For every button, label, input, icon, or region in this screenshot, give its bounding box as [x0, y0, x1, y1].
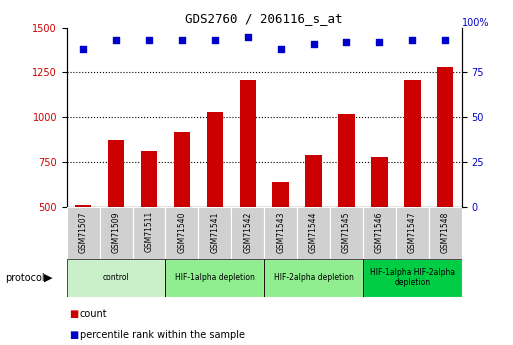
Point	[441, 37, 449, 43]
Point	[79, 46, 87, 52]
Bar	[305, 155, 322, 297]
Text: HIF-2alpha depletion: HIF-2alpha depletion	[273, 273, 353, 282]
Point	[178, 37, 186, 43]
Bar	[231, 207, 264, 259]
Text: control: control	[103, 273, 129, 282]
Text: count: count	[80, 309, 107, 319]
Text: ▶: ▶	[44, 273, 52, 283]
Bar	[100, 207, 132, 259]
Point	[211, 37, 219, 43]
Text: GSM71544: GSM71544	[309, 211, 318, 253]
Text: ■: ■	[69, 330, 78, 339]
Text: GSM71543: GSM71543	[276, 211, 285, 253]
Bar	[165, 207, 199, 259]
Text: GSM71542: GSM71542	[243, 211, 252, 253]
Bar	[207, 112, 223, 297]
Bar	[108, 140, 124, 297]
Bar	[437, 67, 453, 297]
Bar	[240, 80, 256, 297]
Point	[309, 41, 318, 47]
Bar	[199, 207, 231, 259]
Bar	[67, 207, 100, 259]
Text: GSM71547: GSM71547	[408, 211, 417, 253]
Bar	[363, 207, 396, 259]
Bar	[338, 114, 354, 297]
Point	[342, 39, 350, 45]
Point	[145, 37, 153, 43]
Bar	[264, 259, 363, 297]
Bar	[165, 259, 264, 297]
Text: 100%: 100%	[462, 18, 489, 28]
Bar	[264, 207, 297, 259]
Title: GDS2760 / 206116_s_at: GDS2760 / 206116_s_at	[185, 12, 343, 25]
Bar	[396, 207, 429, 259]
Text: GSM71507: GSM71507	[78, 211, 88, 253]
Bar	[297, 207, 330, 259]
Text: GSM71509: GSM71509	[111, 211, 121, 253]
Point	[376, 39, 384, 45]
Bar	[429, 207, 462, 259]
Text: GSM71541: GSM71541	[210, 211, 220, 253]
Bar	[404, 80, 421, 297]
Text: HIF-1alpha HIF-2alpha
depletion: HIF-1alpha HIF-2alpha depletion	[370, 268, 455, 287]
Bar	[141, 151, 157, 297]
Text: GSM71546: GSM71546	[375, 211, 384, 253]
Text: protocol: protocol	[5, 273, 45, 283]
Point	[244, 34, 252, 39]
Text: ■: ■	[69, 309, 78, 319]
Text: percentile rank within the sample: percentile rank within the sample	[80, 330, 245, 339]
Text: GSM71540: GSM71540	[177, 211, 186, 253]
Text: GSM71545: GSM71545	[342, 211, 351, 253]
Bar	[75, 205, 91, 297]
Text: GSM71511: GSM71511	[145, 211, 153, 253]
Bar	[132, 207, 165, 259]
Point	[112, 37, 120, 43]
Bar	[67, 259, 165, 297]
Text: GSM71548: GSM71548	[441, 211, 450, 253]
Point	[277, 46, 285, 52]
Bar	[330, 207, 363, 259]
Bar	[371, 157, 388, 297]
Point	[408, 37, 417, 43]
Bar	[174, 132, 190, 297]
Text: HIF-1alpha depletion: HIF-1alpha depletion	[175, 273, 255, 282]
Bar	[272, 182, 289, 297]
Bar	[363, 259, 462, 297]
